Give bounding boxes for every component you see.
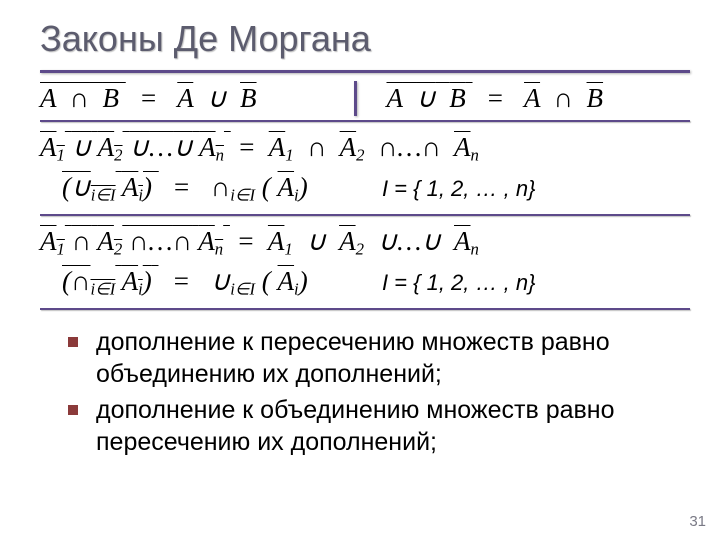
bullet-item-2: дополнение к объединению множеств равно … bbox=[96, 394, 690, 458]
var-An-bar: A bbox=[454, 226, 471, 256]
slide-title: Законы Де Моргана bbox=[40, 18, 690, 60]
rparen: ) bbox=[143, 172, 152, 202]
var-A2-bar: A bbox=[340, 132, 357, 162]
op-cup: ∪ bbox=[421, 226, 441, 256]
rule-2 bbox=[40, 214, 690, 216]
sub-iI: i∈I bbox=[230, 186, 255, 205]
sub-2: 2 bbox=[356, 240, 364, 259]
var-Ai-bar: A bbox=[278, 172, 295, 202]
generalized-union-law: A1 ∪ A2 ∪…∪ An = A1 ∩ A2 ∩…∩ An (∪i∈I Ai… bbox=[40, 128, 690, 208]
page-number: 31 bbox=[689, 513, 706, 530]
rule-3 bbox=[40, 308, 690, 310]
eq: = bbox=[237, 132, 255, 162]
op-cap: ∩ bbox=[554, 83, 574, 113]
dots: … bbox=[397, 226, 421, 256]
op-bigcup: ∪ bbox=[71, 172, 91, 202]
eq: = bbox=[172, 172, 190, 202]
eq: = bbox=[237, 226, 255, 256]
var-A2: A bbox=[97, 226, 114, 256]
op-cup: ∪ bbox=[129, 132, 149, 162]
demorgan-intersection: A ∩ B = A ∪ B bbox=[40, 83, 344, 114]
var-B-bar: B bbox=[587, 83, 604, 113]
eq: = bbox=[139, 83, 157, 113]
sub-n: n bbox=[471, 146, 479, 165]
index-set: I = { 1, 2, … , n} bbox=[382, 176, 535, 201]
bullet-item-1: дополнение к пересечению множеств равно … bbox=[96, 326, 690, 390]
rule-1 bbox=[40, 120, 690, 122]
var-A1-bar: A bbox=[269, 132, 286, 162]
vertical-separator bbox=[354, 81, 357, 116]
var-B-bar: B bbox=[240, 83, 257, 113]
var-An: A bbox=[199, 132, 216, 162]
sub-2: 2 bbox=[114, 146, 122, 165]
var-A2-bar: A bbox=[339, 226, 356, 256]
var-A-bar: A bbox=[177, 83, 193, 113]
sub-1: 1 bbox=[57, 146, 65, 165]
var-Ai: A bbox=[122, 172, 139, 202]
sub-n: n bbox=[216, 146, 224, 165]
dots: … bbox=[397, 132, 421, 162]
two-set-laws: A ∩ B = A ∪ B A ∪ B = A ∩ B bbox=[40, 83, 690, 114]
op-cap: ∩ bbox=[129, 226, 149, 256]
op-cup: ∪ bbox=[72, 132, 92, 162]
op-cap: ∩ bbox=[378, 132, 398, 162]
rparen: ) bbox=[143, 266, 152, 296]
var-An-bar: A bbox=[454, 132, 471, 162]
op-cup: ∪ bbox=[416, 83, 436, 113]
lparen: ( bbox=[262, 266, 271, 296]
op-cap: ∩ bbox=[422, 132, 442, 162]
sub-1: 1 bbox=[285, 146, 293, 165]
var-B: B bbox=[449, 83, 466, 113]
op-bigcup: ∪ bbox=[210, 266, 230, 296]
bullet-list: дополнение к пересечению множеств равно … bbox=[40, 326, 690, 458]
var-An: A bbox=[198, 226, 215, 256]
var-B: B bbox=[103, 83, 120, 113]
sub-iI: i∈I bbox=[230, 279, 255, 298]
lparen: ( bbox=[62, 172, 71, 202]
index-set: I = { 1, 2, … , n} bbox=[382, 270, 535, 295]
lparen: ( bbox=[62, 266, 71, 296]
rparen: ) bbox=[299, 266, 308, 296]
sub-iI: i∈I bbox=[91, 186, 116, 205]
var-Ai-bar: A bbox=[278, 266, 295, 296]
op-bigcap: ∩ bbox=[71, 266, 91, 296]
op-cap: ∩ bbox=[307, 132, 327, 162]
sub-1: 1 bbox=[284, 240, 292, 259]
var-A1: A bbox=[40, 132, 57, 162]
sub-iI: i∈I bbox=[91, 279, 116, 298]
var-A: A bbox=[387, 83, 403, 113]
dots: … bbox=[149, 226, 173, 256]
sub-2: 2 bbox=[114, 240, 122, 259]
eq: = bbox=[172, 266, 190, 296]
op-cup: ∪ bbox=[306, 226, 326, 256]
sub-1: 1 bbox=[57, 240, 65, 259]
var-A1-bar: A bbox=[268, 226, 285, 256]
sub-n: n bbox=[471, 240, 479, 259]
generalized-intersection-law: A1 ∩ A2 ∩…∩ An = A1 ∪ A2 ∪…∪ An (∩i∈I Ai… bbox=[40, 222, 690, 302]
rparen: ) bbox=[299, 172, 308, 202]
op-bigcap: ∩ bbox=[211, 172, 231, 202]
lparen: ( bbox=[262, 172, 271, 202]
eq: = bbox=[486, 83, 504, 113]
op-cap: ∩ bbox=[72, 226, 92, 256]
var-Ai: A bbox=[122, 266, 139, 296]
op-cap: ∩ bbox=[70, 83, 90, 113]
dots: … bbox=[149, 132, 173, 162]
op-cup: ∪ bbox=[377, 226, 397, 256]
sub-2: 2 bbox=[356, 146, 364, 165]
sub-n: n bbox=[215, 240, 223, 259]
var-A-bar: A bbox=[524, 83, 540, 113]
title-rule bbox=[40, 70, 690, 73]
op-cup: ∪ bbox=[207, 83, 227, 113]
var-A: A bbox=[40, 83, 56, 113]
var-A1: A bbox=[40, 226, 57, 256]
var-A2: A bbox=[98, 132, 115, 162]
op-cap: ∩ bbox=[173, 226, 193, 256]
op-cup: ∪ bbox=[173, 132, 193, 162]
demorgan-union: A ∪ B = A ∩ B bbox=[367, 83, 691, 114]
